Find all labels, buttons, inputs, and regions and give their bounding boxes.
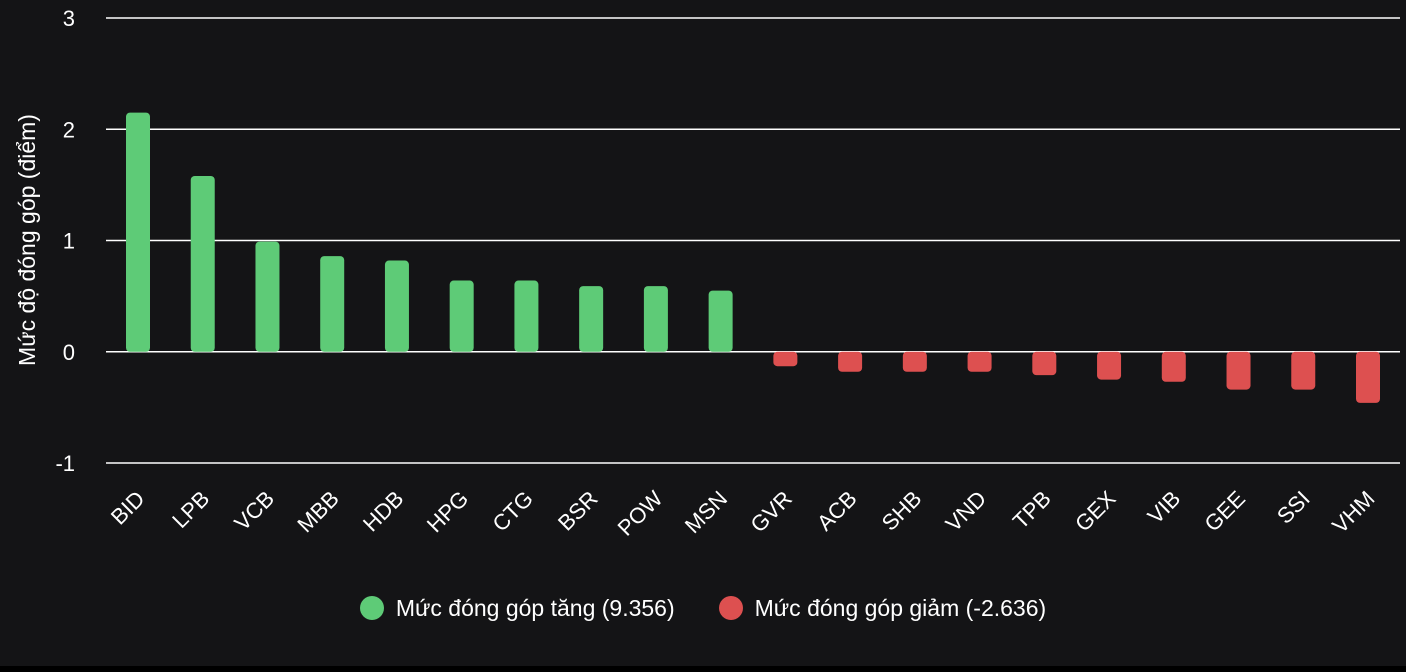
y-tick-label: 3 [63, 6, 75, 31]
bar-lpb[interactable] [190, 175, 215, 352]
x-tick-label: GVR [746, 486, 797, 537]
x-tick-label: POW [613, 486, 668, 541]
bottom-border [0, 666, 1406, 672]
bar-gvr[interactable] [773, 351, 798, 367]
x-tick-label: ACB [812, 486, 862, 536]
bar-ctg[interactable] [514, 280, 539, 352]
x-tick-label: GEE [1200, 486, 1251, 537]
y-axis-label: Mức độ đóng góp (điểm) [14, 114, 40, 366]
x-tick-label: HPG [422, 486, 473, 537]
bars [126, 112, 1380, 403]
bar-mbb[interactable] [320, 256, 345, 352]
y-axis-ticks: -1 0 1 2 3 [55, 6, 75, 476]
legend-item-decrease[interactable]: Mức đóng góp giảm (-2.636) [718, 594, 1047, 622]
legend-marker-increase [359, 596, 384, 620]
gridlines [106, 17, 1400, 464]
x-tick-label: LPB [167, 486, 214, 533]
bar-vnd[interactable] [967, 351, 992, 372]
x-tick-label: HDB [358, 486, 409, 537]
legend-item-increase[interactable]: Mức đóng góp tăng (9.356) [359, 594, 675, 622]
bar-chart: -1 0 1 2 3 Mức độ đóng góp (điểm) BID LPB VCB M… [14, 6, 1400, 541]
x-tick-label: VIB [1143, 486, 1186, 529]
bar-msn[interactable] [708, 290, 733, 352]
bar-gex[interactable] [1097, 351, 1122, 380]
x-tick-label: BID [106, 486, 150, 530]
x-axis-ticks: BID LPB VCB MBB HDB HPG CTG BSR POW MSN GVR ACB SHB V… [106, 486, 1380, 541]
bar-tpb[interactable] [1032, 351, 1057, 376]
bar-bid[interactable] [126, 112, 150, 352]
bar-vhm[interactable] [1356, 351, 1380, 403]
x-tick-label: BSR [553, 486, 603, 536]
bar-vcb[interactable] [255, 241, 280, 352]
x-tick-label: MSN [680, 486, 732, 538]
x-tick-label: CTG [487, 486, 538, 537]
bar-shb[interactable] [902, 351, 927, 372]
bar-pow[interactable] [643, 286, 668, 352]
bar-hpg[interactable] [449, 280, 474, 352]
y-tick-label: -1 [55, 451, 75, 476]
bar-hdb[interactable] [384, 260, 409, 352]
y-tick-label: 2 [63, 117, 75, 142]
y-tick-label: 0 [63, 340, 75, 365]
x-tick-label: SSI [1272, 486, 1315, 529]
x-tick-label: VHM [1327, 486, 1379, 538]
y-tick-label: 1 [63, 229, 75, 254]
x-tick-label: TPB [1008, 486, 1056, 534]
bar-ssi[interactable] [1291, 351, 1316, 390]
legend: Mức đóng góp tăng (9.356) Mức đóng góp g… [0, 588, 1406, 628]
legend-label-decrease: Mức đóng góp giảm (-2.636) [754, 594, 1047, 621]
bar-vib[interactable] [1161, 351, 1186, 382]
x-tick-label: MBB [292, 486, 343, 537]
legend-marker-decrease [718, 596, 743, 620]
bar-bsr[interactable] [579, 286, 604, 352]
x-tick-label: GEX [1070, 486, 1121, 537]
bar-gee[interactable] [1226, 351, 1251, 390]
x-tick-label: VND [941, 486, 992, 537]
bar-acb[interactable] [838, 351, 863, 372]
legend-label-increase: Mức đóng góp tăng (9.356) [395, 594, 675, 621]
x-tick-label: VCB [229, 486, 279, 536]
x-tick-label: SHB [877, 486, 927, 536]
